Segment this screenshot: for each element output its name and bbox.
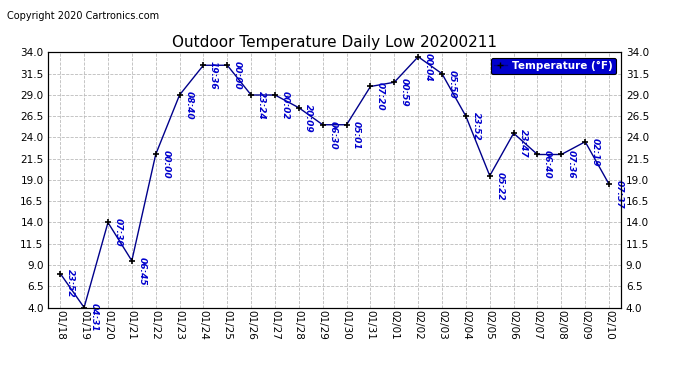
Text: 23:24: 23:24: [257, 91, 266, 120]
Text: 23:52: 23:52: [471, 112, 480, 141]
Text: 00:04: 00:04: [424, 53, 433, 81]
Title: Outdoor Temperature Daily Low 20200211: Outdoor Temperature Daily Low 20200211: [172, 35, 497, 50]
Text: 20:09: 20:09: [304, 104, 313, 132]
Text: 00:00: 00:00: [161, 150, 170, 179]
Text: 07:36: 07:36: [567, 150, 576, 179]
Text: 07:37: 07:37: [615, 180, 624, 209]
Text: 06:45: 06:45: [137, 256, 146, 285]
Text: 05:22: 05:22: [495, 172, 504, 200]
Text: 06:40: 06:40: [543, 150, 552, 179]
Text: 04:31: 04:31: [90, 303, 99, 332]
Text: 00:59: 00:59: [400, 78, 409, 107]
Text: 06:30: 06:30: [328, 121, 337, 149]
Text: 05:01: 05:01: [352, 121, 361, 149]
Text: 07:20: 07:20: [376, 82, 385, 111]
Text: Copyright 2020 Cartronics.com: Copyright 2020 Cartronics.com: [7, 11, 159, 21]
Text: 19:36: 19:36: [209, 61, 218, 90]
Text: 07:30: 07:30: [114, 218, 123, 247]
Text: 08:40: 08:40: [185, 91, 194, 120]
Text: 23:52: 23:52: [66, 269, 75, 298]
Text: 23:47: 23:47: [519, 129, 528, 158]
Text: 02:19: 02:19: [591, 138, 600, 166]
Text: 00:02: 00:02: [281, 91, 290, 120]
Text: 05:50: 05:50: [448, 70, 457, 98]
Legend: Temperature (°F): Temperature (°F): [491, 58, 615, 74]
Text: 00:00: 00:00: [233, 61, 241, 90]
